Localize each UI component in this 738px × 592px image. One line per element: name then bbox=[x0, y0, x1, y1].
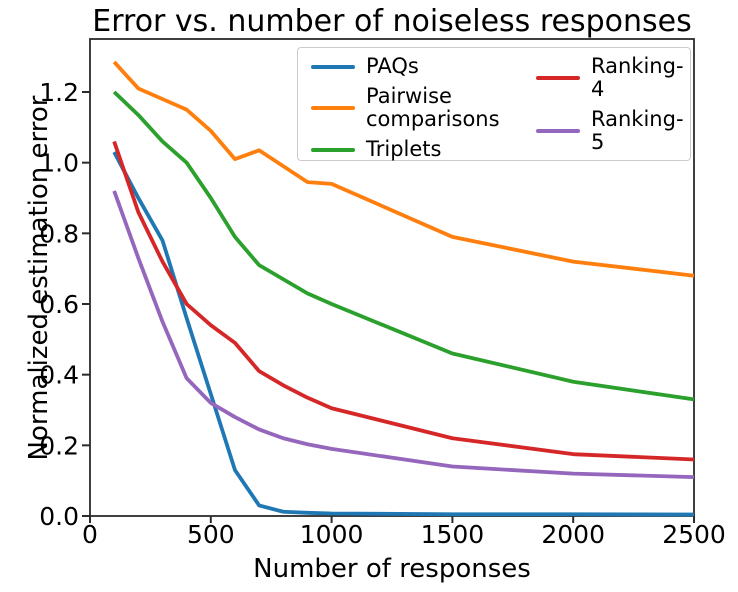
legend-label-paqs: PAQs bbox=[366, 54, 419, 78]
legend-label-triplets: Triplets bbox=[366, 137, 442, 161]
legend-swatch-paqs bbox=[311, 64, 355, 69]
legend-label-ranking-4: Ranking-4 bbox=[591, 54, 684, 101]
y-tick-label: 0.6 bbox=[39, 290, 79, 319]
legend-item-ranking-5: Ranking-5 bbox=[536, 108, 684, 154]
legend: PAQs Pairwise comparisons Triplets Ranki… bbox=[297, 47, 691, 161]
plot-area-border bbox=[89, 38, 695, 517]
legend-swatch-pairwise-comparisons bbox=[311, 106, 355, 110]
y-tick-label: 0.4 bbox=[39, 361, 79, 390]
x-tick-label: 1000 bbox=[300, 520, 364, 549]
y-axis-ticks: 0.0 0.2 0.4 0.6 0.8 1.0 1.2 bbox=[39, 78, 90, 531]
y-axis-label: Normalized estimation error bbox=[24, 95, 54, 460]
x-tick-label: 2500 bbox=[662, 520, 726, 549]
x-axis-ticks: 0 500 1000 1500 2000 2500 bbox=[82, 516, 726, 549]
legend-column-1: PAQs Pairwise comparisons Triplets bbox=[311, 55, 500, 161]
legend-column-2: Ranking-4 Ranking-5 bbox=[536, 55, 684, 154]
series-line-pairwise-comparisons bbox=[112, 60, 695, 278]
series-line-ranking-5 bbox=[112, 190, 695, 480]
series-line-triplets bbox=[112, 90, 695, 402]
legend-item-ranking-4: Ranking-4 bbox=[536, 55, 684, 101]
x-tick-label: 0 bbox=[82, 520, 98, 549]
legend-swatch-ranking-4 bbox=[536, 76, 580, 80]
series-line-ranking-4 bbox=[112, 140, 695, 462]
legend-item-pairwise-comparisons: Pairwise comparisons bbox=[311, 84, 500, 131]
series-line-paqs bbox=[112, 151, 695, 517]
legend-item-paqs: PAQs bbox=[311, 55, 496, 78]
y-tick-label: 1.0 bbox=[39, 149, 79, 178]
x-axis-label: Number of responses bbox=[253, 554, 531, 584]
legend-label-pairwise-comparisons: Pairwise comparisons bbox=[366, 84, 500, 131]
legend-item-triplets: Triplets bbox=[311, 138, 496, 161]
y-tick-label: 0.0 bbox=[39, 502, 79, 531]
x-tick-label: 2000 bbox=[541, 520, 605, 549]
legend-swatch-triplets bbox=[311, 147, 355, 152]
legend-swatch-ranking-5 bbox=[536, 129, 580, 133]
y-tick-label: 1.2 bbox=[39, 78, 79, 107]
y-tick-label: 0.8 bbox=[39, 219, 79, 248]
chart-title: Error vs. number of noiseless responses bbox=[92, 4, 691, 39]
legend-label-ranking-5: Ranking-5 bbox=[591, 107, 684, 154]
y-tick-label: 0.2 bbox=[39, 431, 79, 460]
x-tick-label: 1500 bbox=[421, 520, 485, 549]
x-tick-label: 500 bbox=[187, 520, 235, 549]
series-lines bbox=[112, 60, 695, 517]
